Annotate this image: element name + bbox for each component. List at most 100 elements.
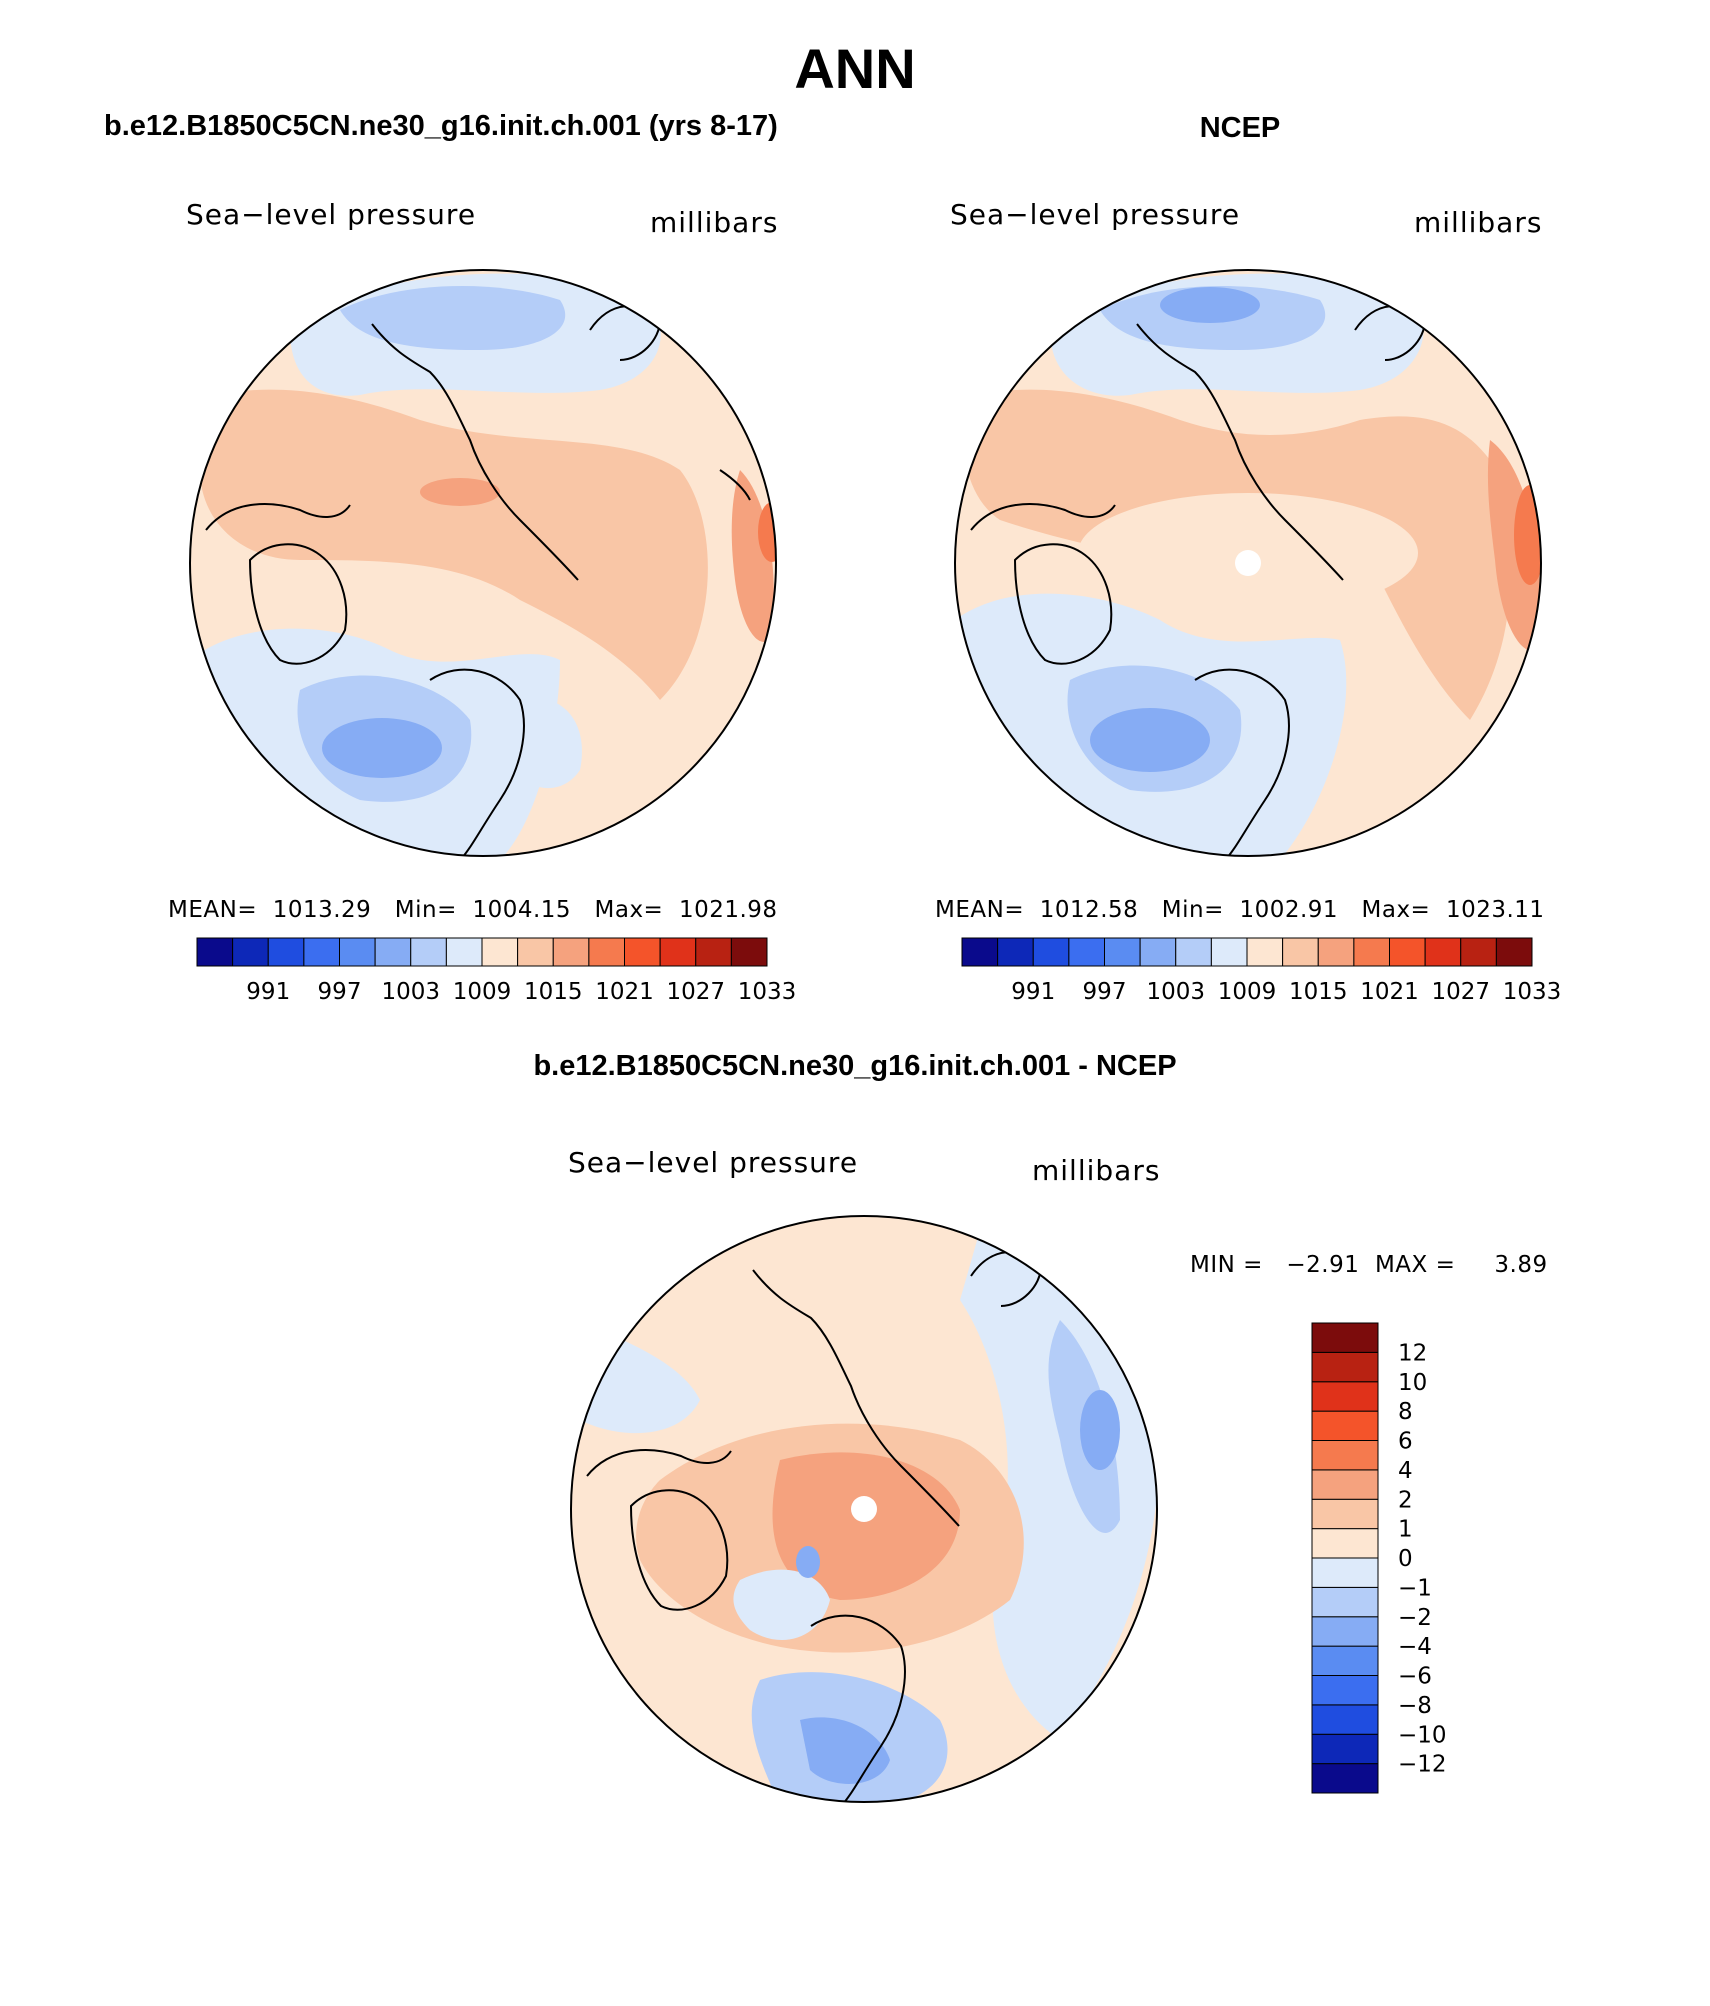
colorbar-swatch [1032, 937, 1070, 967]
colorbar-swatch [1210, 937, 1248, 967]
colorbar-tick-label: 1015 [1289, 979, 1348, 1005]
pole-missing-data-dot [1235, 550, 1261, 576]
colorbar-tick-label: 1027 [666, 979, 725, 1005]
panel-3-stats: MIN = −2.91 MAX = 3.89 [1190, 1252, 1548, 1278]
colorbar-model: 991 997 1003 1009 1015 1021 1027 1033 [196, 937, 797, 1005]
colorbar-swatch [1311, 1763, 1379, 1794]
colorbar-swatch [445, 937, 483, 967]
colorbar-swatch [1311, 1528, 1379, 1559]
colorbar-swatch [1460, 937, 1497, 967]
colorbar-tick-label: 1 [1398, 1517, 1413, 1543]
colorbar-swatch [1311, 1616, 1379, 1647]
colorbar-swatch [1311, 1351, 1379, 1383]
colorbar-tick-label: 1027 [1431, 979, 1490, 1005]
colorbar-swatch [517, 937, 554, 967]
colorbar-tick-label: −12 [1398, 1752, 1447, 1778]
colorbar-swatch [1311, 1704, 1379, 1735]
colorbar-tick-label: 997 [1083, 979, 1127, 1005]
colorbar-swatch [1282, 937, 1319, 967]
colorbar-swatch [588, 937, 625, 967]
colorbar-swatch [339, 937, 376, 967]
colorbar-swatch [624, 937, 661, 967]
colorbar-tick-label: 1033 [1503, 979, 1562, 1005]
colorbar-swatch [267, 937, 305, 967]
colorbar-swatch [730, 937, 768, 967]
colorbar-tick-label: −8 [1398, 1693, 1432, 1719]
colorbar-swatch [1389, 937, 1426, 967]
colorbar-tick-label: 991 [1011, 979, 1055, 1005]
colorbar-tick-label: 0 [1398, 1546, 1413, 1572]
colorbar-tick-label: 1021 [1360, 979, 1419, 1005]
colorbar-tick-label: −6 [1398, 1664, 1432, 1690]
colorbar-tick-label: 1015 [524, 979, 583, 1005]
polar-map-ncep [954, 269, 1542, 857]
colorbar-swatch [196, 937, 234, 967]
colorbar-tick-label: −2 [1398, 1605, 1432, 1631]
colorbar-swatch [1311, 1645, 1379, 1676]
colorbar-swatch [1311, 1498, 1379, 1530]
pole-missing-data-dot [851, 1496, 877, 1522]
colorbar-swatch [1311, 1557, 1379, 1588]
colorbar-swatch [1311, 1381, 1379, 1412]
colorbar-tick-label: 12 [1398, 1340, 1427, 1366]
panel-2-units-label: millibars [1414, 206, 1543, 239]
panel-3-units-label: millibars [1032, 1154, 1161, 1187]
colorbar-tick-label: 1033 [738, 979, 797, 1005]
colorbar-tick-label: 1003 [381, 979, 440, 1005]
polar-map-difference [570, 1215, 1158, 1803]
colorbar-swatch [232, 937, 269, 967]
colorbar-swatch [1068, 937, 1105, 967]
colorbar-tick-label: −4 [1398, 1634, 1432, 1660]
colorbar-swatch [1311, 1733, 1379, 1765]
panel-3-title: b.e12.B1850C5CN.ne30_g16.init.ch.001 - N… [533, 1050, 1177, 1082]
colorbar-swatch [374, 937, 412, 967]
colorbar-tick-label: 4 [1398, 1458, 1413, 1484]
colorbar-tick-label: 997 [318, 979, 362, 1005]
colorbar-swatch [410, 937, 447, 967]
panel-1-title: b.e12.B1850C5CN.ne30_g16.init.ch.001 (yr… [104, 110, 778, 142]
colorbar-tick-label: 1009 [1218, 979, 1277, 1005]
colorbar-swatch [1311, 1675, 1379, 1706]
colorbar-swatch [1317, 937, 1355, 967]
colorbar-ncep: 991 997 1003 1009 1015 1021 1027 1033 [961, 937, 1562, 1005]
colorbar-swatch [481, 937, 519, 967]
colorbar-swatch [552, 937, 590, 967]
colorbar-swatch [1311, 1469, 1379, 1500]
colorbar-swatch [961, 937, 999, 967]
colorbar-swatch [1424, 937, 1462, 967]
panel-2-variable-label: Sea−level pressure [950, 198, 1241, 231]
colorbar-tick-label: 1021 [595, 979, 654, 1005]
colorbar-tick-label: 10 [1398, 1370, 1427, 1396]
colorbar-swatch [1311, 1410, 1379, 1441]
panel-1-stats: MEAN= 1013.29 Min= 1004.15 Max= 1021.98 [168, 897, 778, 923]
colorbar-swatch [1246, 937, 1284, 967]
colorbar-tick-label: 991 [246, 979, 290, 1005]
colorbar-swatch [695, 937, 732, 967]
colorbar-tick-label: −10 [1398, 1722, 1447, 1748]
colorbar-swatch [303, 937, 340, 967]
colorbar-swatch [1175, 937, 1212, 967]
colorbar-swatch [659, 937, 697, 967]
colorbar-tick-label: 1009 [453, 979, 512, 1005]
panel-2-stats: MEAN= 1012.58 Min= 1002.91 Max= 1023.11 [935, 897, 1545, 923]
colorbar-swatch [1139, 937, 1177, 967]
panel-1-variable-label: Sea−level pressure [186, 198, 477, 231]
colorbar-tick-label: 8 [1398, 1399, 1413, 1425]
panel-3-variable-label: Sea−level pressure [568, 1146, 859, 1179]
colorbar-swatch [1104, 937, 1141, 967]
colorbar-swatch [997, 937, 1034, 967]
colorbar-swatch [1311, 1440, 1379, 1471]
colorbar-tick-label: −1 [1398, 1575, 1432, 1601]
colorbar-tick-label: 2 [1398, 1487, 1413, 1513]
figure-title: ANN [794, 37, 916, 100]
colorbar-tick-label: 1003 [1146, 979, 1205, 1005]
colorbar-swatch [1495, 937, 1533, 967]
colorbar-swatch [1311, 1586, 1379, 1618]
colorbar-swatch [1353, 937, 1390, 967]
panel-1-units-label: millibars [650, 206, 779, 239]
polar-map-model [189, 269, 777, 857]
colorbar-swatch [1311, 1322, 1379, 1353]
panel-2-title: NCEP [1199, 112, 1281, 144]
